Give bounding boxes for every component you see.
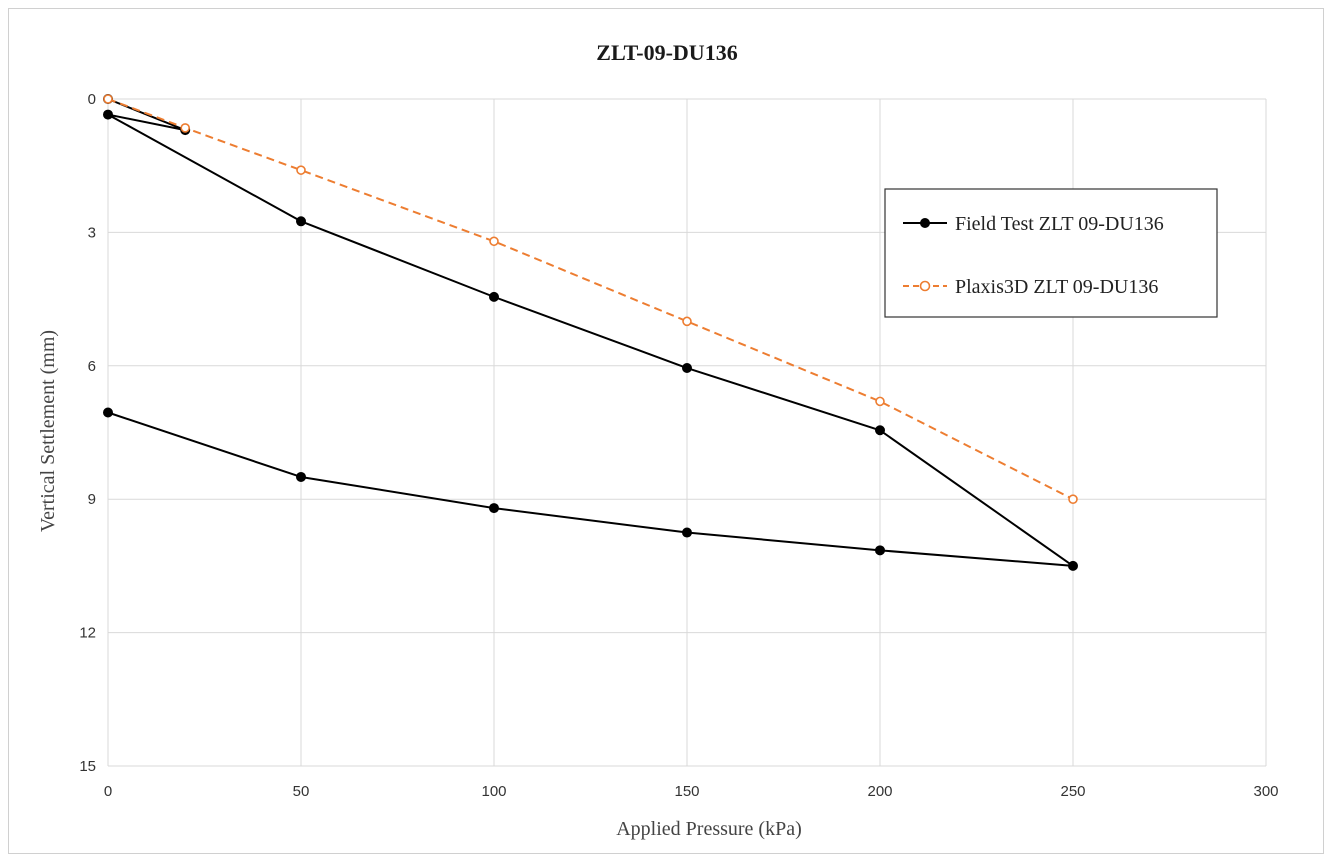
data-point: [103, 407, 113, 418]
y-tick-labels: 0 3 6 9 12 15: [79, 91, 96, 775]
chart-svg: ZLT-09-DU136 0 3 6 9 12 15 0 50 100 150 200 250 300…: [37, 40, 1279, 840]
y-tick-label: 12: [79, 625, 96, 642]
series-layer: [103, 94, 1078, 571]
data-point: [489, 291, 499, 302]
data-point: [875, 425, 885, 436]
data-point: [1068, 560, 1078, 571]
series-2: [103, 94, 1078, 505]
data-point: [296, 165, 306, 175]
legend-marker: [920, 218, 930, 228]
data-point: [489, 503, 499, 514]
legend-items: Field Test ZLT 09-DU136 Plaxis3D ZLT 09-D…: [903, 213, 1164, 298]
y-tick-label: 15: [79, 758, 96, 775]
x-tick-label: 300: [1253, 783, 1278, 800]
data-point: [682, 316, 692, 327]
y-tick-label: 9: [88, 491, 96, 508]
legend: Field Test ZLT 09-DU136 Plaxis3D ZLT 09-D…: [884, 188, 1218, 318]
data-point: [180, 123, 190, 133]
legend-item-1: Field Test ZLT 09-DU136: [903, 213, 1164, 235]
legend-box: [884, 188, 1218, 318]
data-point: [489, 236, 499, 247]
x-axis-label: Applied Pressure (kPa): [616, 818, 802, 840]
legend-item-2: Plaxis3D ZLT 09-DU136: [903, 276, 1158, 298]
chart-frame: ZLT-09-DU136 0 3 6 9 12 15 0 50 100 150 200 250 300…: [8, 8, 1324, 854]
legend-label: Plaxis3D ZLT 09-DU136: [955, 276, 1158, 298]
data-point: [296, 216, 306, 227]
x-tick-label: 200: [867, 783, 892, 800]
y-tick-label: 6: [88, 358, 96, 375]
data-point: [103, 109, 113, 120]
x-tick-label: 150: [674, 783, 699, 800]
data-point: [296, 471, 306, 482]
x-tick-labels: 0 50 100 150 200 250 300: [104, 783, 1279, 800]
y-axis-label: Vertical Settlement (mm): [37, 330, 59, 532]
data-point: [682, 527, 692, 538]
data-point: [103, 94, 113, 104]
y-tick-label: 3: [88, 224, 96, 241]
legend-marker: [919, 280, 931, 292]
x-tick-label: 0: [104, 783, 112, 800]
x-tick-label: 50: [293, 783, 310, 800]
data-point: [682, 363, 692, 374]
data-point: [875, 545, 885, 556]
x-tick-label: 250: [1060, 783, 1085, 800]
y-tick-label: 0: [88, 91, 96, 108]
legend-label: Field Test ZLT 09-DU136: [955, 213, 1164, 235]
series-line: [107, 98, 1074, 567]
data-point: [875, 396, 885, 407]
chart-title: ZLT-09-DU136: [596, 40, 737, 65]
data-point: [1068, 494, 1078, 505]
x-tick-label: 100: [481, 783, 506, 800]
